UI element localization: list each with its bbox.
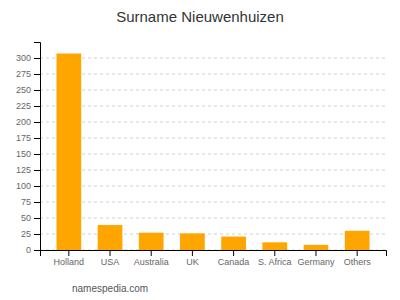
grid-line [40,186,386,187]
axis-line [41,251,387,257]
tick-mark [192,250,193,256]
tick: 250 [16,85,40,95]
grid-line [40,170,386,171]
tick-label: 225 [16,101,31,111]
tick-label: USA [101,257,120,267]
tick-label: 300 [16,53,31,63]
bar [56,54,81,250]
grid-line [40,218,386,219]
tick-label: 200 [16,117,31,127]
tick: UK [186,250,199,267]
tick-label: 50 [21,213,31,223]
tick-label: S. Africa [258,257,292,267]
tick: 300 [16,53,40,63]
tick: 275 [16,69,40,79]
tick-mark [34,186,40,187]
bar [262,242,287,250]
footer: namespedia.com [72,283,148,294]
tick-mark [34,138,40,139]
tick-mark [34,58,40,59]
tick-label: 175 [16,133,31,143]
tick: 0 [26,245,40,255]
tick: USA [101,250,120,267]
tick-label: 275 [16,69,31,79]
tick: Germany [297,250,335,267]
tick-label: Australia [134,257,169,267]
tick-label: Others [344,257,372,267]
bar [180,233,205,250]
chart: Surname Nieuwenhuizen 0 25 50 75 100 125 150 175… [0,0,400,300]
tick: 125 [16,165,40,175]
tick-mark [274,250,275,256]
grid-line [40,74,386,75]
x-axis: Holland USA Australia UK Canada S. Africa Germ… [41,250,387,267]
tick-label: 25 [21,229,31,239]
tick-mark [34,122,40,123]
tick-label: Canada [218,257,250,267]
tick: 225 [16,101,40,111]
tick-mark [34,106,40,107]
bars [56,54,369,250]
bar [139,233,164,250]
grid-line [40,234,386,235]
tick: 175 [16,133,40,143]
tick-mark [357,250,358,256]
tick: Holland [54,250,85,267]
tick-label: Holland [54,257,85,267]
tick-label: 250 [16,85,31,95]
bar [345,231,370,250]
tick-mark [68,250,69,256]
tick-mark [34,74,40,75]
tick-mark [34,218,40,219]
tick-label: 0 [26,245,31,255]
tick-label: 125 [16,165,31,175]
tick-label: Germany [297,257,335,267]
tick-mark [233,250,234,256]
tick: S. Africa [258,250,292,267]
tick-label: 100 [16,181,31,191]
bar [304,245,329,250]
tick: 25 [21,229,40,239]
grid [40,58,386,250]
tick: 50 [21,213,40,223]
tick-mark [315,250,316,256]
tick-mark [34,250,40,251]
grid-line [40,202,386,203]
tick-mark [151,250,152,256]
tick-label: 75 [21,197,31,207]
grid-line [40,122,386,123]
tick-mark [34,234,40,235]
bar [221,237,246,250]
tick: Canada [218,250,250,267]
tick-label: UK [186,257,199,267]
tick: 150 [16,149,40,159]
tick-mark [34,202,40,203]
tick-mark [110,250,111,256]
tick-mark [34,170,40,171]
grid-line [40,154,386,155]
tick-mark [34,90,40,91]
tick: 200 [16,117,40,127]
grid-line [40,58,386,59]
tick-label: 150 [16,149,31,159]
bar [98,225,123,250]
tick: 100 [16,181,40,191]
tick: Others [344,250,372,267]
title: Surname Nieuwenhuizen [116,8,284,25]
y-axis: 0 25 50 75 100 125 150 175 200 225 250 275 300 [16,43,41,256]
grid-line [40,106,386,107]
grid-line [40,90,386,91]
tick-mark [34,154,40,155]
tick: 75 [21,197,40,207]
axis-line [34,43,41,251]
tick: Australia [134,250,169,267]
grid-line [40,138,386,139]
plot: 0 25 50 75 100 125 150 175 200 225 250 275 300 Hollan… [16,43,387,268]
